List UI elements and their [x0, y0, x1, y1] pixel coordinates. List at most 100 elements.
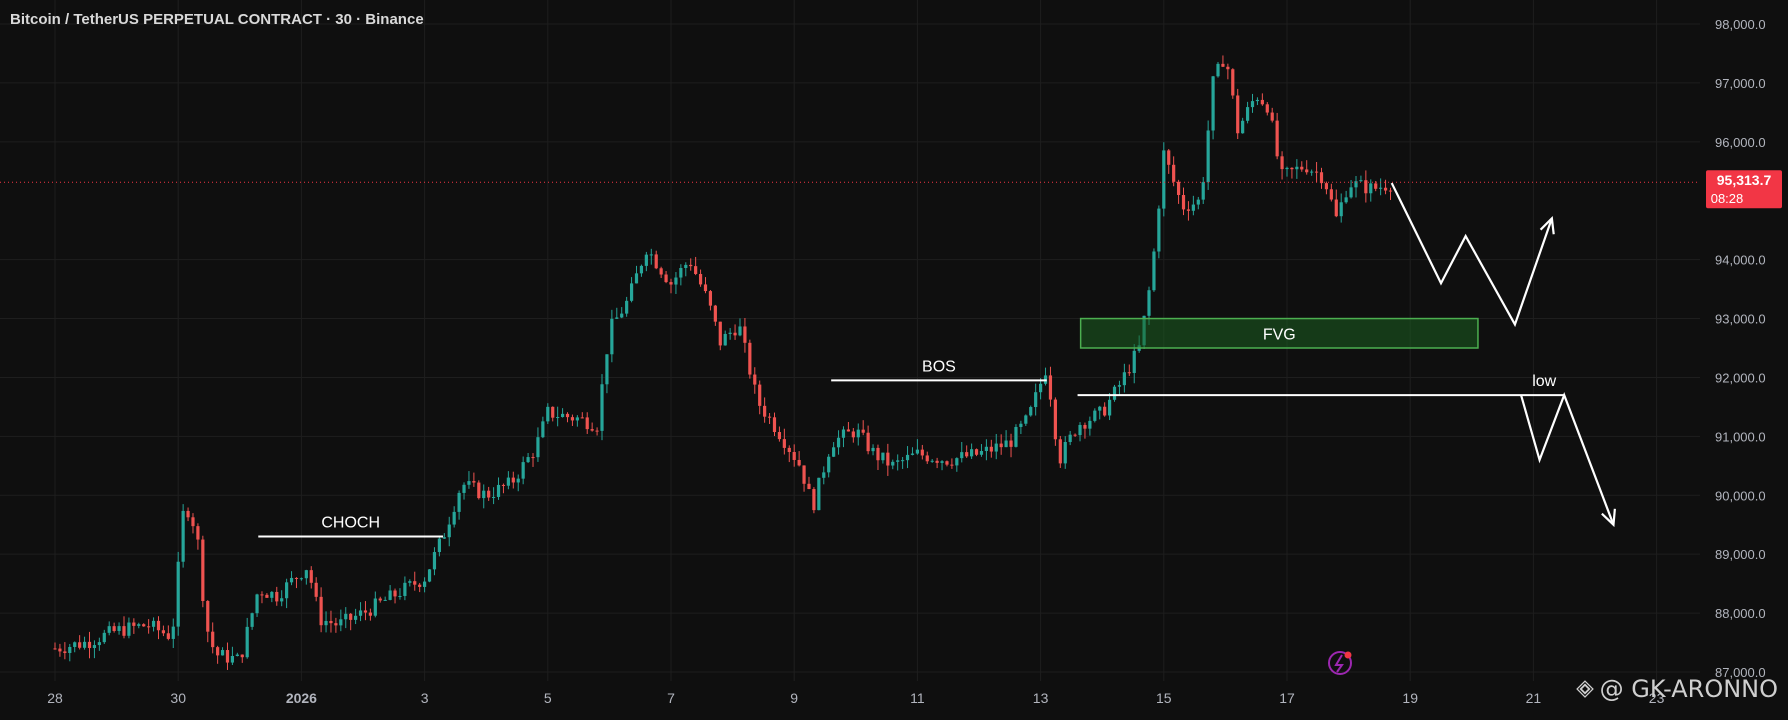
candle-body	[905, 454, 910, 461]
candle-body	[161, 630, 166, 634]
y-tick-label: 91,000.0	[1715, 429, 1766, 444]
candle-body	[1068, 434, 1072, 443]
watermark-text: @ GK-ARONNO	[1599, 675, 1778, 703]
candle-body	[398, 595, 402, 597]
candle-body	[1329, 189, 1333, 200]
candle-body	[314, 582, 318, 597]
candle-body	[1319, 172, 1324, 184]
candle-body	[260, 594, 264, 596]
candle-body	[516, 478, 520, 483]
candle-body	[526, 457, 530, 463]
candle-body	[1112, 386, 1117, 400]
y-tick-label: 94,000.0	[1715, 253, 1766, 268]
candle-body	[196, 526, 200, 540]
bearish-path-arrowhead	[1601, 508, 1616, 528]
candle-body	[713, 305, 717, 322]
candle-body	[309, 570, 313, 583]
candle-body	[294, 577, 299, 579]
candle-body	[1314, 171, 1319, 173]
candle-body	[53, 648, 57, 650]
candle-body	[743, 326, 747, 343]
candle-body	[861, 429, 865, 433]
candle-body	[1201, 182, 1205, 200]
lightning-bolt-icon[interactable]	[1328, 651, 1352, 675]
candle-body	[787, 447, 791, 453]
lightning-bolt-glyph	[1334, 654, 1344, 673]
candle-body	[1270, 112, 1274, 121]
candle-body	[388, 590, 392, 600]
candle-body	[920, 449, 924, 456]
candle-body	[910, 453, 915, 455]
candle-body	[1152, 251, 1156, 291]
x-tick-label: 11	[910, 690, 925, 706]
candle-body	[82, 641, 87, 648]
candle-body	[1245, 107, 1250, 121]
candle-body	[127, 622, 131, 636]
candle-body	[570, 417, 575, 421]
candle-body	[216, 647, 220, 656]
candle-body	[413, 581, 417, 585]
candle-body	[270, 591, 274, 598]
level-label-choch: CHOCH	[321, 515, 380, 532]
candle-body	[639, 265, 644, 274]
candle-body	[1098, 406, 1102, 411]
candle-body	[491, 496, 496, 498]
bullish-path[interactable]	[1390, 182, 1553, 328]
candle-body	[1379, 187, 1383, 189]
candle-body	[585, 417, 589, 430]
candle-body	[250, 613, 254, 627]
candle-body	[427, 569, 432, 582]
candle-body	[974, 449, 979, 455]
candle-body	[1369, 183, 1373, 194]
candle-body	[763, 405, 767, 417]
candle-body	[1305, 169, 1309, 173]
candle-body	[1088, 420, 1092, 429]
candle-body	[1073, 434, 1077, 436]
candle-body	[970, 449, 974, 457]
fvg-zone[interactable]	[1079, 317, 1479, 349]
candle-body	[1058, 439, 1062, 464]
candle-body	[940, 461, 944, 463]
bearish-path[interactable]	[1520, 392, 1615, 526]
candle-body	[467, 481, 471, 485]
candle-body	[536, 437, 540, 458]
candle-body	[733, 332, 737, 336]
candle-body	[1374, 183, 1378, 189]
candle-body	[1122, 372, 1126, 386]
candle-body	[477, 482, 481, 499]
candle-body	[482, 490, 486, 499]
candle-body	[107, 626, 111, 633]
candle-body	[851, 431, 855, 438]
candle-body	[1344, 197, 1348, 203]
candle-body	[58, 648, 62, 652]
candle-body	[866, 432, 870, 452]
candle-body	[275, 591, 279, 602]
candle-body	[1300, 166, 1304, 170]
candle-body	[151, 620, 156, 627]
candle-body	[1172, 164, 1176, 182]
notification-dot	[1344, 651, 1352, 659]
candle-body	[679, 267, 683, 278]
candle-body	[511, 477, 515, 483]
candle-body	[1048, 375, 1053, 400]
candle-body	[1334, 199, 1338, 217]
candle-body	[97, 642, 101, 646]
candle-body	[738, 326, 742, 336]
candle-body	[1004, 440, 1008, 448]
candle-body	[625, 300, 629, 314]
candle-body	[1388, 190, 1393, 192]
candle-body	[669, 282, 673, 285]
candle-body	[1186, 209, 1191, 211]
candle-body	[521, 462, 525, 479]
candle-body	[378, 598, 382, 601]
current-price-label: 95,313.7	[1717, 172, 1772, 188]
candle-body	[881, 452, 885, 461]
candle-body	[728, 332, 732, 334]
candle-body	[817, 477, 821, 511]
x-tick-label: 15	[1156, 690, 1172, 706]
candle-body	[1078, 424, 1082, 436]
candle-body	[122, 626, 126, 636]
candle-body	[447, 524, 451, 538]
